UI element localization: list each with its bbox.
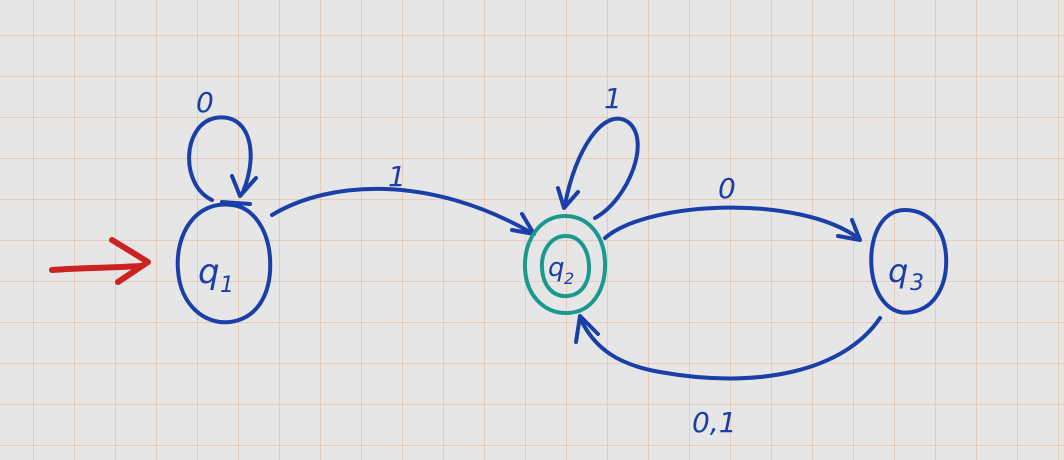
q1-loop-label: 0 [196,86,214,119]
q3-q2-label: 0,1 [692,406,737,439]
q3-q2-arrowhead [574,314,600,344]
state-q3-subscript: 3 [910,271,924,296]
q2-q3-curve [603,205,860,240]
transition-q1-q2: 1 [270,160,536,236]
q2-loop-arrowhead [556,186,580,210]
q1-loop-arrowhead [230,174,258,198]
q2-loop-curve [563,116,640,220]
q1-loop-tick [220,200,252,206]
q2-loop-label: 1 [604,82,622,115]
transition-q2-loop: 1 [556,82,640,220]
transition-q3-q2: 0,1 [574,314,882,439]
state-q2-outer-circle [522,214,608,316]
state-q1: q 1 [175,202,273,325]
q1-q2-label: 1 [388,160,406,193]
state-q1-circle [175,202,273,325]
state-q1-subscript: 1 [220,273,234,298]
state-q3: q 3 [869,208,949,315]
state-q3-label: q [888,252,908,290]
start-arrow-head [109,237,151,285]
q3-q2-curve [578,316,882,381]
q1-q2-curve [270,186,532,234]
state-q2-label: q [548,253,565,283]
transition-q2-q3: 0 [603,172,862,242]
q2-q3-label: 0 [718,172,736,205]
state-q2-subscript: 2 [564,269,574,288]
state-q2-inner-circle [539,234,592,299]
q1-loop-curve [187,115,253,202]
start-arrow-shaft [49,263,143,273]
start-arrow [49,237,151,285]
state-q3-circle [869,208,949,315]
state-q1-label: q [198,252,220,292]
transition-q1-loop: 0 [187,86,258,206]
q2-q3-arrowhead [836,218,862,242]
state-q2: q 2 [522,214,608,316]
